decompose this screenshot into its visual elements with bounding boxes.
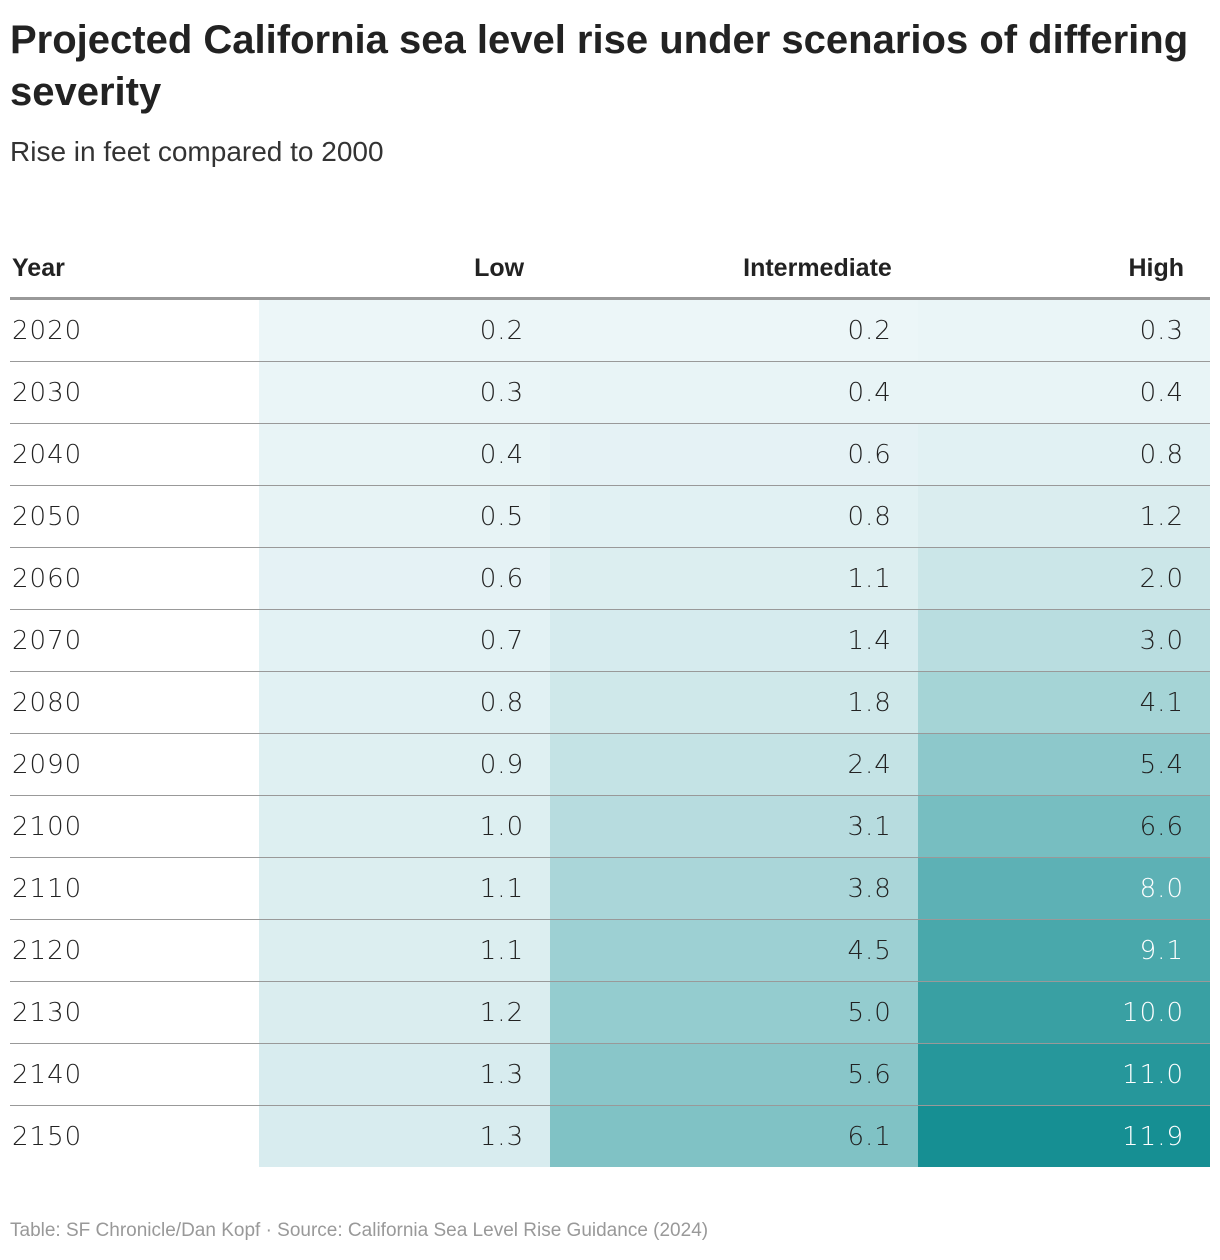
cell-intermediate: 5.6 xyxy=(550,1043,918,1106)
cell-year: 2150 xyxy=(12,1121,83,1152)
cell-year: 2100 xyxy=(10,795,260,858)
cell-low: 0.6 xyxy=(259,547,551,610)
header-row: Year Low Intermediate High xyxy=(10,240,1210,300)
cell-low: 1.3 xyxy=(259,1043,551,1106)
cell-intermediate: 3.1 xyxy=(550,795,918,858)
cell-year: 2050 xyxy=(10,485,260,548)
cell-year: 2080 xyxy=(10,671,260,734)
cell-year: 2070 xyxy=(10,609,260,672)
table-row: 2040 0.4 0.6 0.8 xyxy=(10,423,1210,486)
cell-year: 2140 xyxy=(10,1043,260,1106)
cell-high: 3.0 xyxy=(917,609,1210,672)
header-year: Year xyxy=(10,240,260,300)
table-row: 2020 0.2 0.2 0.3 xyxy=(10,298,1210,362)
cell-year: 2020 xyxy=(10,298,260,362)
table-row: 2110 1.1 3.8 8.0 xyxy=(10,857,1210,920)
cell-intermediate: 1.8 xyxy=(550,671,918,734)
cell-intermediate: 0.4 xyxy=(550,361,918,424)
header-high: High xyxy=(917,240,1210,300)
cell-intermediate: 0.2 xyxy=(550,298,918,362)
cell-low: 1.3 xyxy=(259,1105,551,1167)
cell-high: 8.0 xyxy=(917,857,1210,920)
cell-low: 1.1 xyxy=(259,919,551,982)
cell-high: 6.6 xyxy=(917,795,1210,858)
table-row: 2120 1.1 4.5 9.1 xyxy=(10,919,1210,982)
table-row: 2030 0.3 0.4 0.4 xyxy=(10,361,1210,424)
cell-low: 0.5 xyxy=(259,485,551,548)
cell-low: 0.9 xyxy=(259,733,551,796)
chart-subtitle: Rise in feet compared to 2000 xyxy=(10,136,384,167)
table-row: 2100 1.0 3.1 6.6 xyxy=(10,795,1210,858)
cell-intermediate: 2.4 xyxy=(550,733,918,796)
cell-low: 0.7 xyxy=(259,609,551,672)
cell-high: 10.0 xyxy=(917,981,1210,1044)
cell-year: 2110 xyxy=(10,857,260,920)
cell-low: 0.4 xyxy=(259,423,551,486)
cell-high: 0.8 xyxy=(917,423,1210,486)
data-table: Year Low Intermediate High 2020 0.2 0.2 0.3… xyxy=(10,240,1210,1167)
cell-low: 1.2 xyxy=(259,981,551,1044)
cell-year: 2030 xyxy=(10,361,260,424)
table-row: 2080 0.8 1.8 4.1 xyxy=(10,671,1210,734)
cell-intermediate: 1.4 xyxy=(550,609,918,672)
cell-high: 5.4 xyxy=(917,733,1210,796)
cell-intermediate: 6.1 xyxy=(550,1105,918,1167)
cell-high: 1.2 xyxy=(917,485,1210,548)
table-row: 2140 1.3 5.6 11.0 xyxy=(10,1043,1210,1106)
cell-intermediate: 3.8 xyxy=(550,857,918,920)
cell-high: 0.4 xyxy=(917,361,1210,424)
cell-year: 2090 xyxy=(10,733,260,796)
cell-intermediate: 0.8 xyxy=(550,485,918,548)
cell-year: 2120 xyxy=(10,919,260,982)
cell-year: 2040 xyxy=(10,423,260,486)
cell-year: 2130 xyxy=(10,981,260,1044)
table-row: 2070 0.7 1.4 3.0 xyxy=(10,609,1210,672)
cell-low: 0.3 xyxy=(259,361,551,424)
cell-intermediate: 4.5 xyxy=(550,919,918,982)
cell-high: 4.1 xyxy=(917,671,1210,734)
cell-low: 1.1 xyxy=(259,857,551,920)
table-row: 2090 0.9 2.4 5.4 xyxy=(10,733,1210,796)
header-low: Low xyxy=(259,240,551,300)
table-row: 2060 0.6 1.1 2.0 xyxy=(10,547,1210,610)
chart-title: Projected California sea level rise unde… xyxy=(10,18,1189,114)
cell-high: 11.9 xyxy=(917,1105,1210,1167)
cell-low: 0.8 xyxy=(259,671,551,734)
table-row: 2050 0.5 0.8 1.2 xyxy=(10,485,1210,548)
cell-high: 2.0 xyxy=(917,547,1210,610)
header-intermediate: Intermediate xyxy=(550,240,918,300)
cell-intermediate: 5.0 xyxy=(550,981,918,1044)
table-row: 2150 1.3 6.1 11.9 xyxy=(10,1105,1210,1167)
cell-year: 2060 xyxy=(10,547,260,610)
cell-high: 0.3 xyxy=(917,298,1210,362)
cell-low: 1.0 xyxy=(259,795,551,858)
cell-high: 9.1 xyxy=(917,919,1210,982)
cell-intermediate: 0.6 xyxy=(550,423,918,486)
cell-low: 0.2 xyxy=(259,298,551,362)
cell-high: 11.0 xyxy=(917,1043,1210,1106)
source-footer: Table: SF Chronicle/Dan Kopf · Source: C… xyxy=(10,1220,709,1241)
table-row: 2130 1.2 5.0 10.0 xyxy=(10,981,1210,1044)
cell-intermediate: 1.1 xyxy=(550,547,918,610)
